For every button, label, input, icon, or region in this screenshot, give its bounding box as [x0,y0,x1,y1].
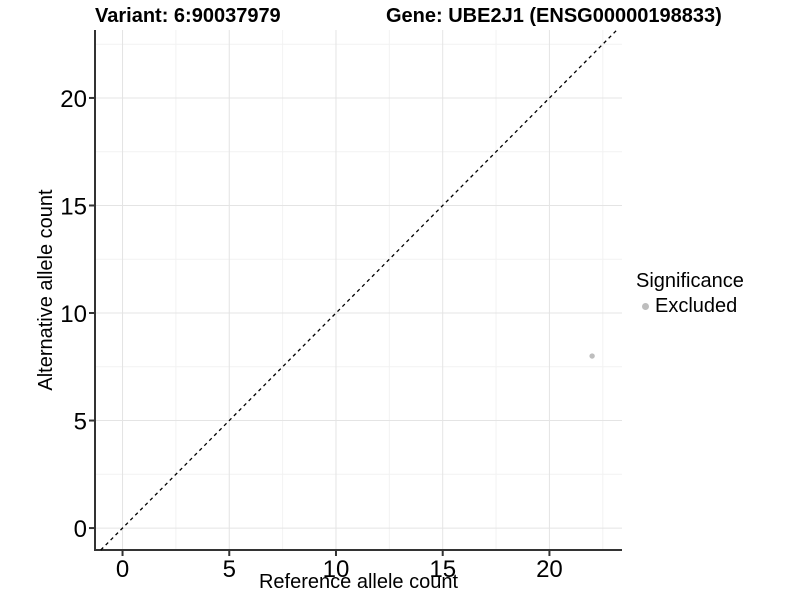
legend-title: Significance [636,270,744,292]
y-tick-label: 0 [74,516,87,543]
x-axis-title: Reference allele count [258,571,458,593]
y-axis-title: Alternative allele count [35,189,57,391]
y-tick-label: 20 [60,86,87,113]
excluded-point-icon [642,303,649,310]
variant-title: Variant: 6:90037979 [95,5,281,27]
legend: Significance Excluded [636,270,744,318]
x-tick-label: 5 [223,556,236,583]
data-point [589,353,595,359]
y-tick-label: 10 [60,301,87,328]
x-tick-label: 0 [116,556,129,583]
y-tick-label: 5 [74,409,87,436]
x-tick-label: 10 [323,556,350,583]
identity-dashed-line [100,29,618,551]
x-tick-label: 15 [429,556,456,583]
y-tick-label: 15 [60,193,87,220]
legend-entry-label: Excluded [655,295,738,317]
legend-entry-excluded: Excluded [642,295,744,318]
x-tick-label: 20 [536,556,563,583]
gene-title: Gene: UBE2J1 (ENSG00000198833) [386,5,722,27]
